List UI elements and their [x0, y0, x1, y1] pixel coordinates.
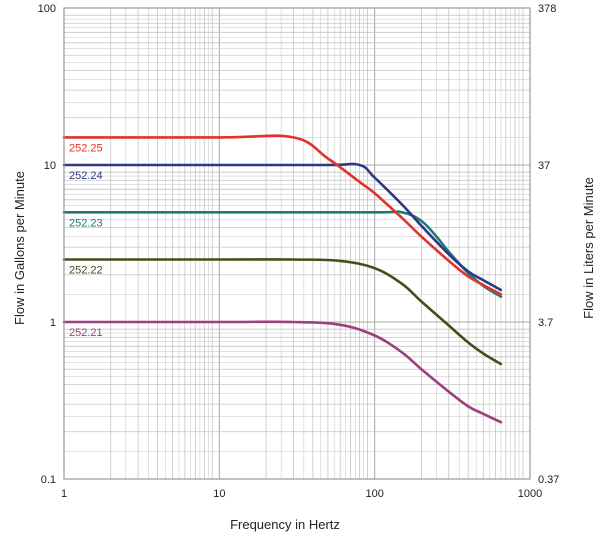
- series-line-252-25: [62, 134, 503, 296]
- y-tick-label-right: 3.7: [538, 317, 553, 329]
- series-labels: 252.21 252.22 252.23 252.24 252.25: [69, 142, 103, 339]
- x-axis-title: Frequency in Hertz: [230, 517, 340, 532]
- series-label-252-25: 252.25: [69, 142, 103, 154]
- y-axis-title-right: Flow in Liters per Minute: [581, 177, 596, 319]
- series-label-252-22: 252.22: [69, 265, 103, 277]
- series-lines: [62, 134, 503, 424]
- y-tick-label-left: 100: [38, 3, 56, 15]
- y-tick-label-left: 10: [44, 160, 56, 172]
- plot-frame: [63, 7, 531, 480]
- y-axis-title-left: Flow in Gallons per Minute: [12, 171, 27, 325]
- tick-labels: 1 10 100 1000 0.1 1 10 100 0.37 3.7 37 378: [38, 3, 560, 500]
- x-tick-label: 1000: [518, 488, 542, 500]
- x-tick-label: 10: [213, 488, 225, 500]
- grid-lines: [63, 8, 530, 480]
- y-tick-label-right: 378: [538, 3, 556, 15]
- series-line-252-21: [62, 320, 503, 424]
- series-line-252-24: [62, 162, 503, 292]
- y-tick-label-left: 1: [50, 317, 56, 329]
- series-label-252-21: 252.21: [69, 327, 103, 339]
- y-tick-label-right: 0.37: [538, 474, 559, 486]
- series-label-252-24: 252.24: [69, 170, 103, 182]
- x-tick-label: 100: [365, 488, 383, 500]
- y-tick-label-left: 0.1: [41, 474, 56, 486]
- y-tick-label-right: 37: [538, 160, 550, 172]
- series-line-252-23: [62, 210, 503, 298]
- series-label-252-23: 252.23: [69, 217, 103, 229]
- series-line-252-22: [62, 258, 503, 366]
- x-tick-label: 1: [61, 488, 67, 500]
